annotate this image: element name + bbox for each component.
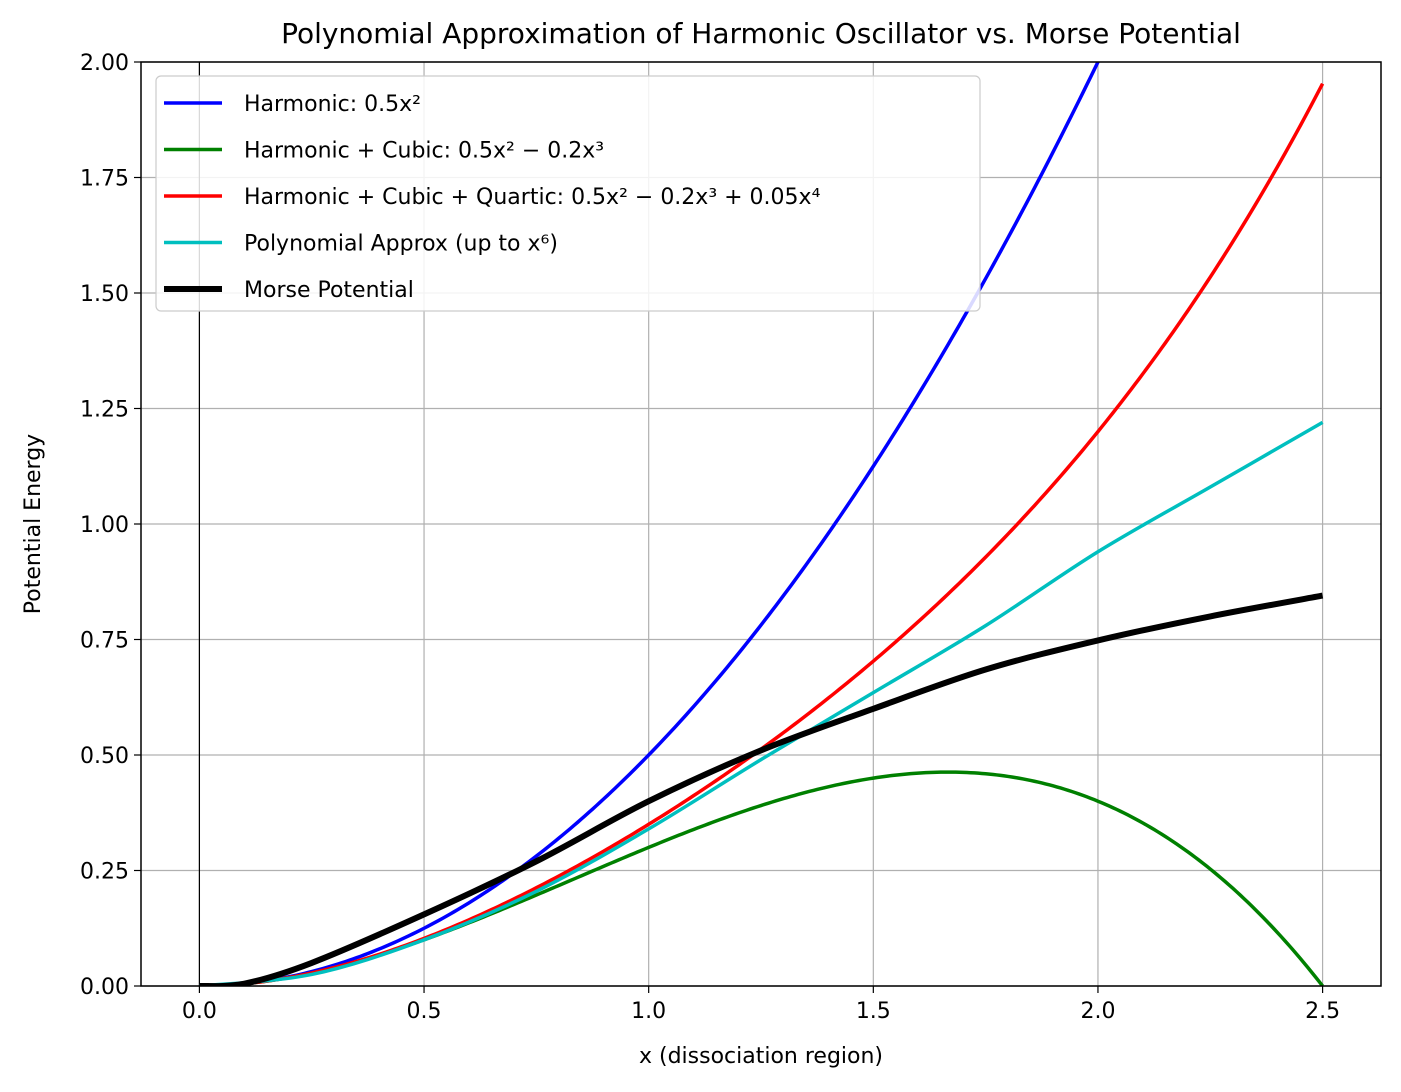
y-tick-label: 2.00 [80,51,129,76]
legend-label: Morse Potential [244,278,414,303]
legend-label: Harmonic + Cubic + Quartic: 0.5x² − 0.2x… [244,185,821,210]
y-tick-label: 1.50 [80,282,129,307]
series-line [199,62,1100,986]
y-axis-label: Potential Energy [21,434,46,614]
y-tick-label: 0.25 [80,860,129,885]
chart-title: Polynomial Approximation of Harmonic Osc… [281,17,1241,50]
y-tick-label: 0.00 [80,975,129,1000]
x-tick-label: 1.5 [856,999,891,1024]
series-line [199,592,1324,986]
y-tick-label: 1.75 [80,167,129,192]
x-tick-label: 0.0 [182,999,217,1024]
x-tick-label: 2.5 [1305,999,1340,1024]
x-tick-label: 0.5 [407,999,442,1024]
x-tick-label: 2.0 [1080,999,1115,1024]
x-tick-label: 1.0 [631,999,666,1024]
legend-box [155,75,981,312]
y-tick-label: 0.50 [80,744,129,769]
axis-ticks: 0.0 0.5 1.0 1.5 2.0 2.5 0.00 0.25 0.50 0.75 1.00 1.… [80,51,1340,1024]
x-axis-label: x (dissociation region) [639,1044,883,1069]
legend-label: Harmonic: 0.5x² [244,92,421,117]
series-group [199,62,1325,986]
y-tick-label: 1.25 [80,398,129,423]
series-line [199,420,1324,986]
legend-label: Polynomial Approx (up to x⁶) [244,232,558,257]
legend-label: Harmonic + Cubic: 0.5x² − 0.2x³ [244,139,604,164]
y-tick-label: 0.75 [80,629,129,654]
legend: Harmonic: 0.5x² Harmonic + Cubic: 0.5x² −… [155,75,981,312]
y-tick-label: 1.00 [80,513,129,538]
